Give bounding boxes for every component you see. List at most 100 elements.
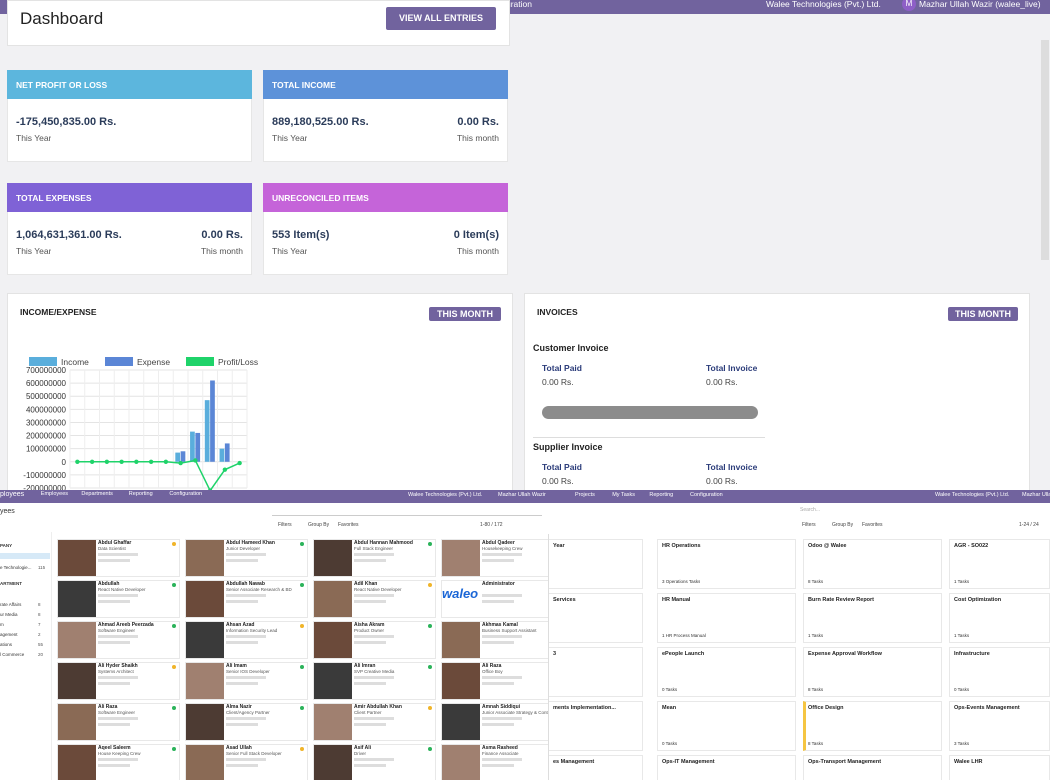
view-all-button[interactable]: VIEW ALL ENTRIES <box>386 7 496 30</box>
phone-line <box>482 723 514 726</box>
kpi-amount: 553 Item(s) <box>272 229 330 241</box>
profit-point <box>163 459 169 464</box>
kpi-side-period: This month <box>456 133 499 143</box>
employee-job: React Native Developer <box>98 587 146 592</box>
status-dot <box>428 583 432 587</box>
employee-name: Ali Imam <box>226 663 247 669</box>
status-dot <box>300 542 304 546</box>
kpi-side-amount: 0.00 Rs. <box>201 229 243 241</box>
project-card[interactable] <box>548 539 643 589</box>
project-card[interactable] <box>803 701 942 751</box>
project-card[interactable] <box>949 539 1050 589</box>
kpi-amount: 1,064,631,361.00 Rs. <box>16 229 122 241</box>
employee-name: Amnah Siddiqui <box>482 704 521 710</box>
project-card[interactable] <box>657 539 796 589</box>
project-card[interactable] <box>657 593 796 643</box>
employees-menu[interactable]: Configuration <box>169 491 203 497</box>
sidebar-item[interactable]: agement <box>0 632 18 637</box>
project-card[interactable] <box>949 593 1050 643</box>
profit-point <box>178 460 183 466</box>
phone-line <box>226 682 258 685</box>
kpi-header: TOTAL EXPENSES <box>7 183 252 212</box>
sidebar-item[interactable]: rate Affairs <box>0 602 22 607</box>
project-card[interactable] <box>803 755 942 780</box>
employees-menu[interactable]: Reporting <box>128 491 153 497</box>
employee-avatar <box>58 704 96 740</box>
sidebar-item[interactable]: PANY <box>0 543 13 548</box>
employee-name: Ahmad Areeb Peerzada <box>98 622 154 628</box>
employee-avatar <box>186 704 224 740</box>
project-card[interactable] <box>548 701 643 751</box>
project-card[interactable] <box>657 755 796 780</box>
employee-job: Housekeeping Crew <box>482 546 523 551</box>
this-month-button[interactable]: THIS MONTH <box>429 307 501 321</box>
project-card[interactable] <box>803 539 942 589</box>
employee-job: Information Security Lead <box>226 628 278 633</box>
sidebar-item[interactable]: ARTMENT <box>0 581 22 586</box>
phone-line <box>98 559 130 562</box>
invoices-month-button[interactable]: THIS MONTH <box>948 307 1018 321</box>
employee-avatar <box>314 704 352 740</box>
project-card[interactable] <box>548 647 643 697</box>
user-name[interactable]: Mazhar Ullah Wazir (walee_live) <box>919 0 1041 9</box>
sidebar-item[interactable]: ur Media <box>0 612 18 617</box>
legend-label: Expense <box>137 357 170 367</box>
employee-job: Junior Developer <box>226 546 261 551</box>
sidebar-item[interactable]: e Technologie... <box>0 565 32 570</box>
phone-line <box>354 723 386 726</box>
employees-menu[interactable]: Employees <box>40 491 69 497</box>
toolbar-item[interactable]: Group By <box>832 522 854 528</box>
phone-line <box>226 559 258 562</box>
project-name: Cost Optimization <box>954 597 1002 603</box>
phone-line <box>482 682 514 685</box>
toolbar-item[interactable]: Filters <box>802 522 816 528</box>
company-name[interactable]: Walee Technologies (Pvt.) Ltd. <box>766 0 881 9</box>
phone-line <box>482 559 514 562</box>
employee-job: Driver <box>354 751 366 756</box>
project-card[interactable] <box>548 593 643 643</box>
legend-label: Income <box>61 357 89 367</box>
employee-avatar <box>58 581 96 617</box>
project-card[interactable] <box>657 701 796 751</box>
sidebar-count: 7 <box>38 622 41 627</box>
toolbar-item[interactable]: Filters <box>278 522 292 528</box>
phone-line <box>354 641 386 644</box>
toolbar-item[interactable]: Group By <box>308 522 330 528</box>
divider <box>533 437 765 438</box>
sidebar-item[interactable]: ations <box>0 642 13 647</box>
employees-menu[interactable]: Departments <box>81 491 113 497</box>
project-card[interactable] <box>803 647 942 697</box>
bottom-navbar <box>0 490 1050 503</box>
proj-user: Mazhar Ullah Wazir <box>1022 492 1050 498</box>
toolbar-item[interactable]: Favorites <box>338 522 359 528</box>
project-card[interactable] <box>803 593 942 643</box>
employee-card[interactable] <box>441 580 564 618</box>
emp-pager: 1-80 / 172 <box>480 522 503 528</box>
projects-menu[interactable]: Configuration <box>690 492 723 498</box>
project-name: AGR - SO022 <box>954 543 989 549</box>
kpi-header: UNRECONCILED ITEMS <box>263 183 508 212</box>
y-tick-label: -200000000 <box>23 484 66 490</box>
sidebar-item[interactable]: l Commerce <box>0 652 25 657</box>
toolbar-item[interactable]: Favorites <box>862 522 883 528</box>
projects-menu[interactable]: Reporting <box>649 492 674 498</box>
sidebar-item[interactable]: m <box>0 622 4 627</box>
project-card[interactable] <box>548 755 643 780</box>
project-tasks: 1 Tasks <box>954 579 970 584</box>
employees-menu[interactable]: ployees <box>0 491 25 498</box>
project-name: Services <box>553 597 576 603</box>
project-name: 3 <box>553 651 557 657</box>
kpi-amount: -175,450,835.00 Rs. <box>16 116 117 128</box>
project-card[interactable] <box>949 701 1050 751</box>
project-card[interactable] <box>949 647 1050 697</box>
project-name: Ops-IT Management <box>662 759 715 765</box>
projects-menu[interactable]: My Tasks <box>612 492 636 498</box>
employee-job: SVP Creative Media <box>354 669 395 674</box>
projects-menu[interactable]: Projects <box>575 492 595 498</box>
invoice-heading: Supplier Invoice <box>533 442 603 452</box>
sidebar-count: 115 <box>38 565 46 570</box>
project-card[interactable] <box>657 647 796 697</box>
emp-company: Walee Technologies (Pvt.) Ltd. <box>408 492 483 498</box>
legend-swatch <box>105 357 133 366</box>
